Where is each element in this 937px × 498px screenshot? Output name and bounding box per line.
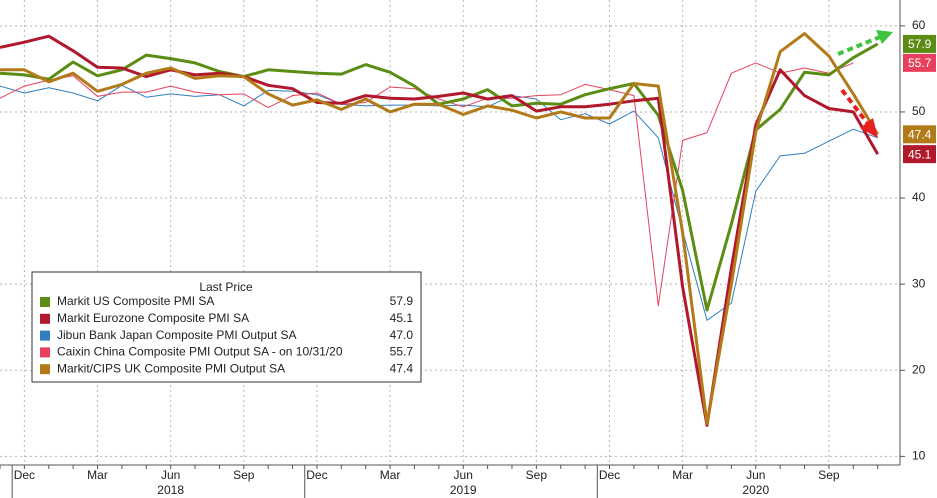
value-tag-label: 57.9	[908, 37, 932, 51]
legend-swatch	[40, 313, 50, 324]
legend-value: 55.7	[390, 345, 414, 359]
up-arrow	[837, 35, 881, 56]
x-tick-label: Dec	[306, 468, 327, 482]
legend-swatch	[40, 330, 50, 341]
legend-swatch	[40, 364, 50, 375]
legend-label: Jibun Bank Japan Composite PMI Output SA	[57, 328, 296, 342]
year-label: 2018	[157, 483, 184, 497]
year-label: 2019	[450, 483, 477, 497]
y-tick-label: 10	[912, 449, 926, 463]
x-tick-label: Jun	[161, 468, 180, 482]
series-line	[0, 32, 879, 426]
x-tick-label: Jun	[454, 468, 473, 482]
value-tag	[903, 34, 936, 53]
legend-value: 45.1	[390, 311, 414, 325]
value-tag-label: 55.7	[908, 56, 932, 70]
legend-box	[31, 271, 422, 383]
legend-swatch	[40, 347, 50, 358]
x-tick-label: Mar	[380, 468, 401, 482]
y-tick-label: 20	[912, 362, 926, 376]
x-tick-label: Dec	[14, 468, 35, 482]
legend-label: Markit US Composite PMI SA	[57, 294, 214, 308]
year-label: 2020	[742, 483, 769, 497]
x-tick-label: Mar	[672, 468, 693, 482]
series-line	[0, 34, 879, 427]
legend-value: 47.4	[390, 361, 414, 375]
legend-label: Markit Eurozone Composite PMI SA	[57, 311, 249, 325]
y-tick-label: 40	[912, 190, 926, 204]
legend-value: 47.0	[390, 328, 414, 342]
down-arrowhead	[860, 118, 878, 138]
down-arrow	[840, 88, 870, 126]
up-arrowhead	[876, 30, 893, 44]
legend-title: Last Price	[199, 280, 253, 294]
y-tick-label: 50	[912, 104, 926, 118]
x-tick-label: Sep	[526, 468, 548, 482]
legend-label: Caixin China Composite PMI Output SA - o…	[57, 345, 343, 359]
lines	[0, 32, 879, 427]
value-tag-label: 47.4	[908, 128, 932, 142]
value-tag	[903, 125, 936, 144]
value-tag	[903, 53, 936, 72]
legend-value: 57.9	[390, 294, 414, 308]
x-tick-label: Sep	[818, 468, 840, 482]
x-tick-label: Mar	[87, 468, 108, 482]
series-line	[0, 84, 878, 321]
legend-label: Markit/CIPS UK Composite PMI Output SA	[57, 361, 285, 375]
x-tick-label: Jun	[746, 468, 765, 482]
grid	[0, 0, 900, 465]
x-tick-label: Sep	[233, 468, 255, 482]
value-tag	[903, 145, 936, 164]
legend-swatch	[40, 297, 50, 307]
trend-arrows	[837, 30, 893, 138]
series-line	[0, 62, 854, 307]
y-tick-label: 60	[912, 18, 926, 32]
legend: Last Price Markit US Composite PMI SA 57.…	[31, 271, 422, 383]
x-tick-label: Dec	[599, 468, 620, 482]
value-tag-label: 45.1	[908, 147, 932, 161]
y-tick-label: 30	[912, 276, 926, 290]
